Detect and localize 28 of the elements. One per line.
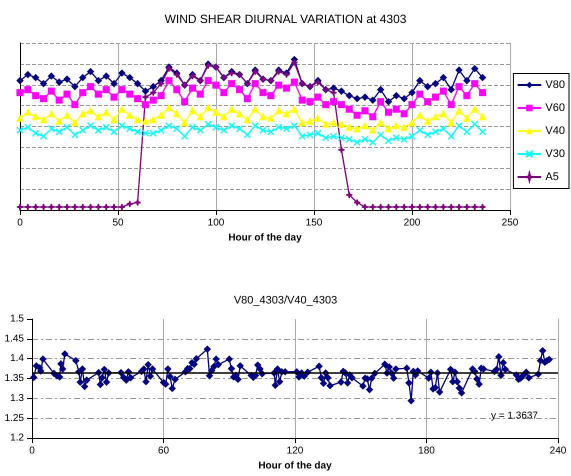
x-tick-label: 0 bbox=[29, 446, 36, 457]
x-tick-label: 250 bbox=[502, 218, 519, 228]
y-tick-label: 1.5 bbox=[10, 314, 24, 324]
legend-label: A5 bbox=[545, 171, 559, 183]
legend-label: V60 bbox=[545, 102, 566, 114]
x-tick-label: 150 bbox=[306, 218, 323, 228]
y-tick-label: 1.2 bbox=[10, 432, 24, 444]
x-tick-label: 180 bbox=[418, 446, 436, 457]
legend-label: V80 bbox=[545, 79, 566, 91]
chart-title: V80_4303/V40_4303 bbox=[234, 294, 338, 306]
y-tick-label: 1.4 bbox=[10, 353, 24, 364]
x-tick-label: 240 bbox=[550, 446, 567, 457]
x-tick-label: 200 bbox=[404, 218, 421, 228]
y-tick-label: 1.3 bbox=[10, 392, 24, 404]
x-tick-label: 60 bbox=[158, 446, 170, 457]
legend-label: V40 bbox=[545, 125, 566, 137]
y-tick-label: 1.25 bbox=[4, 412, 24, 424]
chart-title: WIND SHEAR DIURNAL VARIATION at 4303 bbox=[164, 12, 407, 26]
ref-line-label: y = 1.3637 bbox=[491, 410, 538, 422]
x-axis-title: Hour of the day bbox=[228, 232, 302, 244]
y-tick-label: 1.45 bbox=[4, 333, 24, 344]
x-tick-label: 100 bbox=[208, 218, 225, 228]
y-tick-label: 1.35 bbox=[4, 373, 24, 384]
x-tick-label: 120 bbox=[286, 446, 304, 457]
x-tick-label: 0 bbox=[17, 218, 24, 228]
x-tick-label: 50 bbox=[112, 218, 124, 228]
legend-label: V30 bbox=[545, 148, 566, 160]
x-axis-title: Hour of the day bbox=[258, 460, 332, 472]
